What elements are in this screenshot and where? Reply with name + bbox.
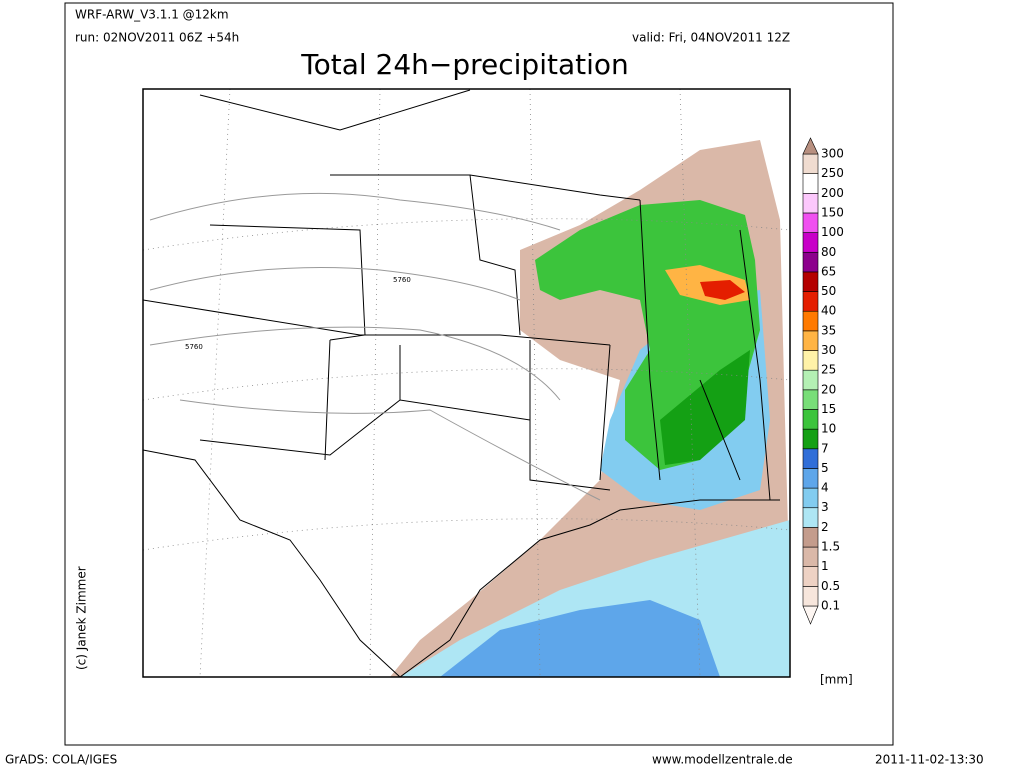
colorbar-box bbox=[802, 586, 819, 607]
colorbar-box bbox=[802, 409, 819, 430]
colorbar-label: 3 bbox=[821, 500, 829, 514]
colorbar-label: 10 bbox=[821, 422, 836, 436]
colorbar-label: 300 bbox=[821, 147, 844, 161]
colorbar-box bbox=[802, 173, 819, 194]
colorbar-label: 1 bbox=[821, 559, 829, 573]
colorbar-box bbox=[802, 468, 819, 489]
colorbar-box bbox=[802, 566, 819, 587]
colorbar-box bbox=[802, 291, 819, 312]
colorbar-label: 80 bbox=[821, 245, 836, 259]
colorbar-label: 250 bbox=[821, 166, 844, 180]
colorbar-label: 2 bbox=[821, 520, 829, 534]
colorbar-box bbox=[802, 428, 819, 450]
footer-software: GrADS: COLA/IGES bbox=[5, 753, 117, 767]
contour-label: 5760 bbox=[393, 276, 411, 284]
colorbar-label: 7 bbox=[821, 441, 829, 455]
colorbar-box bbox=[802, 527, 819, 548]
precip-green-dark bbox=[660, 350, 750, 465]
colorbar-label: 1.5 bbox=[821, 540, 840, 554]
colorbar-box bbox=[802, 251, 819, 273]
colorbar-label: 150 bbox=[821, 205, 844, 219]
colorbar-box bbox=[802, 448, 819, 469]
colorbar-label: 20 bbox=[821, 382, 836, 396]
colorbar-label: 0.1 bbox=[821, 599, 840, 613]
contour-label: 5760 bbox=[185, 343, 203, 351]
colorbar-label: 5 bbox=[821, 461, 829, 475]
colorbar-label: 65 bbox=[821, 264, 836, 278]
colorbar-box bbox=[802, 369, 819, 391]
map-frame bbox=[142, 88, 791, 678]
unit-label: [mm] bbox=[820, 673, 853, 687]
colorbar-box bbox=[802, 389, 819, 410]
colorbar-label: 50 bbox=[821, 284, 836, 298]
colorbar-box bbox=[802, 507, 819, 528]
colorbar-label: 4 bbox=[821, 481, 829, 495]
outer-frame bbox=[64, 2, 894, 746]
valid-label: valid: Fri, 04NOV2011 12Z bbox=[632, 31, 790, 45]
colorbar-box bbox=[802, 350, 819, 371]
credit: (c) Janek Zimmer bbox=[75, 566, 89, 670]
colorbar-under bbox=[802, 605, 819, 625]
colorbar-box bbox=[802, 271, 819, 292]
colorbar-label: 25 bbox=[821, 363, 836, 377]
model-label: WRF-ARW_V3.1.1 @12km bbox=[75, 8, 229, 22]
map-area: 5760 5760 bbox=[143, 89, 790, 677]
map-title: Total 24h−precipitation bbox=[300, 48, 629, 81]
colorbar-label: 35 bbox=[821, 323, 836, 337]
run-label: run: 02NOV2011 06Z +54h bbox=[75, 31, 239, 45]
precip-gulf-core bbox=[440, 600, 720, 677]
colorbar-label: 100 bbox=[821, 225, 844, 239]
colorbar-box bbox=[802, 487, 819, 509]
colorbar-label: 40 bbox=[821, 304, 836, 318]
colorbar-box bbox=[802, 310, 819, 332]
colorbar-box bbox=[802, 330, 819, 351]
colorbar-label: 0.5 bbox=[821, 579, 840, 593]
footer-site: www.modellzentrale.de bbox=[652, 753, 793, 767]
colorbar-box bbox=[802, 546, 819, 567]
footer-timestamp: 2011-11-02-13:30 bbox=[875, 753, 984, 767]
colorbar-over bbox=[802, 137, 819, 155]
colorbar-label: 30 bbox=[821, 343, 836, 357]
colorbar-box bbox=[802, 212, 819, 233]
colorbar-label: 15 bbox=[821, 402, 836, 416]
colorbar-label: 200 bbox=[821, 186, 844, 200]
colorbar: 0.1 0.5 1 1.5 2 3 4 5 7 10 15 20 25 30 35 40 50 65 80 100 15… bbox=[802, 137, 844, 625]
colorbar-box bbox=[802, 153, 819, 174]
precip-red bbox=[700, 280, 745, 300]
colorbar-box bbox=[802, 232, 819, 253]
colorbar-box bbox=[802, 193, 819, 214]
